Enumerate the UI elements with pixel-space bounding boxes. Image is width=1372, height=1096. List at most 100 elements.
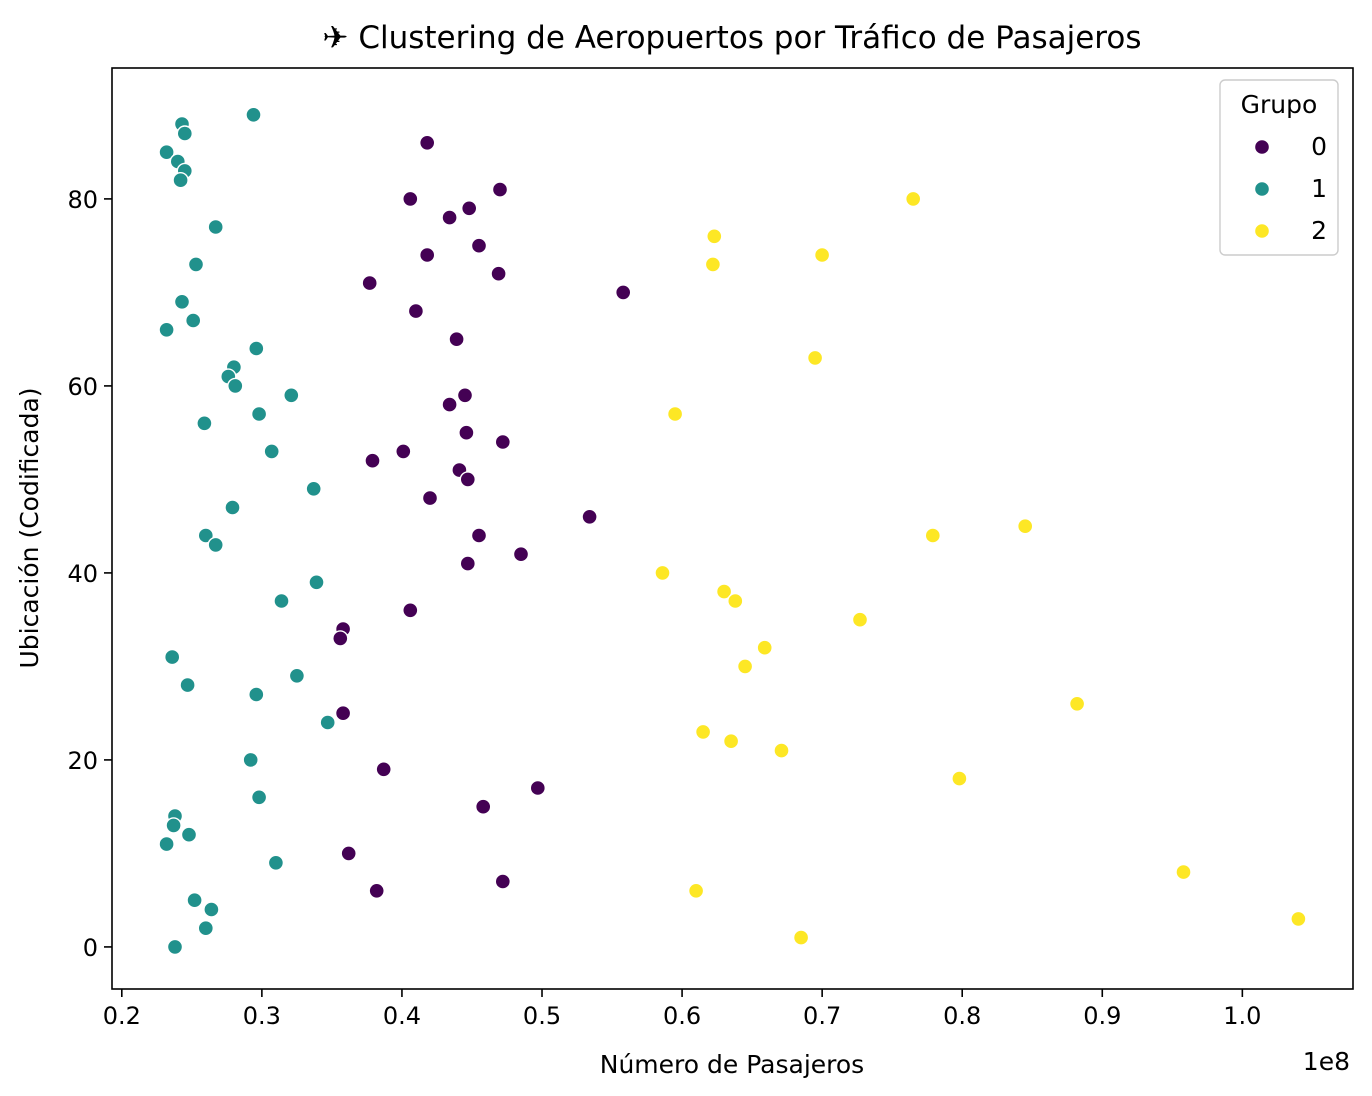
data-point-group-1 <box>179 676 196 694</box>
data-point-group-1 <box>203 901 220 918</box>
data-point-group-2 <box>924 527 941 544</box>
data-point-group-0 <box>368 882 385 899</box>
data-point-group-2 <box>792 929 810 946</box>
data-point-group-1 <box>176 125 194 142</box>
data-point-group-0 <box>470 237 488 254</box>
data-point-group-0 <box>361 274 378 292</box>
data-point-group-0 <box>459 555 476 572</box>
data-point-group-0 <box>494 873 511 890</box>
data-point-group-2 <box>687 882 705 899</box>
data-point-group-1 <box>158 321 175 338</box>
x-tick-label: 0.8 <box>943 1002 981 1030</box>
data-point-group-1 <box>250 789 268 806</box>
data-point-group-1 <box>319 714 336 731</box>
data-point-group-1 <box>250 405 268 423</box>
legend-title: Grupo <box>1241 90 1318 119</box>
data-point-group-0 <box>458 424 475 441</box>
data-point-group-2 <box>736 658 754 675</box>
data-point-group-1 <box>245 106 262 124</box>
data-point-group-1 <box>180 826 198 843</box>
data-point-group-0 <box>441 209 458 226</box>
data-point-group-1 <box>158 143 175 161</box>
data-point-group-0 <box>375 761 392 778</box>
data-point-group-2 <box>1068 695 1086 712</box>
data-point-group-0 <box>490 265 507 282</box>
data-point-group-2 <box>851 611 869 628</box>
y-tick-label: 20 <box>67 747 98 775</box>
data-point-group-0 <box>448 331 465 348</box>
data-point-group-0 <box>494 433 511 451</box>
data-point-group-1 <box>248 340 265 357</box>
x-axis-offset-label: 1e8 <box>1303 1047 1350 1076</box>
data-point-group-2 <box>813 246 831 264</box>
data-point-group-1 <box>288 667 306 684</box>
data-point-group-0 <box>470 527 488 544</box>
data-point-group-1 <box>267 854 285 871</box>
data-point-group-1 <box>184 312 202 329</box>
x-tick-label: 0.5 <box>523 1002 561 1030</box>
data-point-group-1 <box>186 892 203 909</box>
data-point-group-0 <box>491 181 509 198</box>
data-point-group-1 <box>224 499 241 516</box>
data-point-group-2 <box>694 723 712 741</box>
data-point-group-1 <box>273 592 290 610</box>
data-point-group-0 <box>441 396 458 413</box>
data-point-group-1 <box>248 686 265 703</box>
legend-marker-2 <box>1253 222 1271 240</box>
x-tick-label: 0.9 <box>1083 1002 1121 1030</box>
legend-label-1: 1 <box>1311 174 1327 203</box>
data-point-group-1 <box>165 817 182 834</box>
y-tick-label: 60 <box>67 373 98 401</box>
data-point-group-2 <box>773 742 790 759</box>
data-point-group-0 <box>475 798 492 815</box>
data-point-group-1 <box>305 480 322 497</box>
data-point-group-1 <box>197 920 215 937</box>
data-point-group-2 <box>1290 910 1307 928</box>
data-point-group-2 <box>722 733 740 750</box>
legend-label-0: 0 <box>1311 132 1327 161</box>
data-point-group-0 <box>615 284 632 301</box>
data-point-group-1 <box>263 443 280 460</box>
x-tick-label: 1.0 <box>1223 1002 1261 1030</box>
data-point-group-0 <box>402 190 419 208</box>
legend-box <box>1219 79 1339 256</box>
y-tick-label: 40 <box>67 560 98 588</box>
data-point-group-1 <box>227 377 244 395</box>
data-point-group-2 <box>756 639 773 656</box>
data-point-group-0 <box>581 508 598 525</box>
data-point-group-0 <box>419 246 436 264</box>
data-point-group-2 <box>715 583 733 600</box>
data-point-group-2 <box>704 256 722 273</box>
data-point-group-1 <box>187 256 205 273</box>
data-point-group-1 <box>166 938 184 956</box>
x-tick-label: 0.7 <box>803 1002 841 1030</box>
data-point-group-1 <box>197 527 215 544</box>
legend-label-2: 2 <box>1311 216 1327 245</box>
data-point-group-2 <box>905 190 922 208</box>
data-point-group-0 <box>340 845 357 862</box>
data-point-group-2 <box>654 564 671 582</box>
x-tick-label: 0.4 <box>383 1002 421 1030</box>
data-point-group-1 <box>283 387 300 404</box>
data-point-group-0 <box>402 602 419 619</box>
data-point-group-1 <box>308 574 325 591</box>
data-point-group-1 <box>163 648 181 666</box>
data-point-group-0 <box>332 630 349 647</box>
data-point-group-1 <box>172 171 189 189</box>
chart-title: ✈ Clustering de Aeropuertos por Tráfico … <box>323 20 1142 56</box>
data-point-group-1 <box>173 293 191 310</box>
data-point-group-2 <box>727 592 744 610</box>
plot-frame <box>111 67 1354 990</box>
data-point-group-2 <box>706 228 723 245</box>
data-point-group-0 <box>395 443 412 460</box>
data-point-group-2 <box>951 770 968 787</box>
data-point-group-2 <box>806 349 824 367</box>
data-point-group-2 <box>1175 863 1192 881</box>
axes-layer: 0.2 0.3 0.4 0.5 0.6 0.7 0.8 0.9 1.0 0 20 40 60 80 <box>67 186 1261 1030</box>
y-tick-label: 80 <box>67 186 98 214</box>
x-axis-label: Número de Pasajeros <box>600 1050 864 1079</box>
data-point-group-2 <box>666 405 684 423</box>
y-tick-label: 0 <box>83 934 98 962</box>
